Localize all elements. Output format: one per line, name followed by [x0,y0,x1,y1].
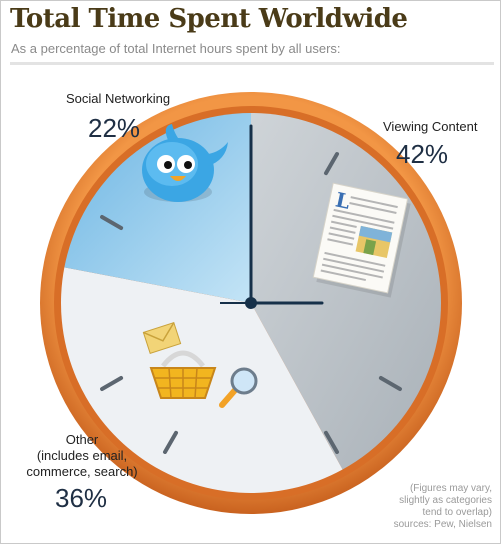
clock-hour-tick [378,376,402,391]
shopping-basket-icon [149,350,217,399]
footnote-line: tend to overlap) [422,507,493,518]
title-divider [10,62,494,65]
clock-hour-tick [163,430,178,454]
chart-title: Total Time Spent Worldwide [10,4,408,34]
footnote-line: sources: Pew, Nielsen [393,519,492,530]
other-label-line: (includes email, [36,448,128,463]
other-label: Other (includes email, commerce, search) [22,432,142,480]
twitter-bird-icon [142,124,228,202]
other-value: 36% [55,483,108,513]
envelope-icon [142,321,182,355]
clock-hour-tick [100,215,124,230]
social-networking-label: Social Networking [66,91,171,106]
chart-subtitle: As a percentage of total Internet hours … [11,41,341,56]
viewing-content-value: 42% [396,139,449,169]
other-label-line: commerce, search) [26,464,138,479]
footnote-line: slightly as categories [399,495,492,506]
clock-center-pin [245,297,257,309]
document-icon: L [312,182,411,298]
other-label-line: Other [65,432,99,447]
clock-hour-tick [100,376,124,391]
social-networking-value: 22% [88,113,141,143]
viewing-content-label: Viewing Content [383,119,478,134]
magnifier-icon [219,367,258,408]
clock-hour-tick [324,152,339,176]
footnote-line: (Figures may vary, [409,483,492,494]
svg-text:L: L [333,187,352,213]
footnote: (Figures may vary, slightly as categorie… [370,483,492,531]
clock-hour-tick [324,430,339,454]
